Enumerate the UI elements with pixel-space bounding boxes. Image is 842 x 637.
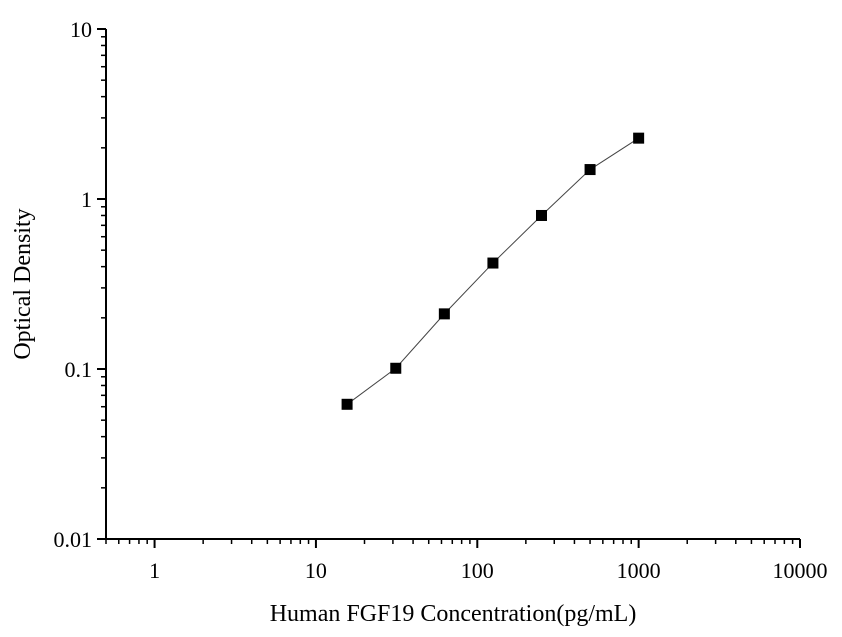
data-point [390,362,402,374]
data-point [584,164,596,176]
axes: 1 10 100 1000 10000 0.01 0.1 1 10 [54,17,828,583]
data-point [438,308,450,320]
data-point [487,257,499,269]
data-point [633,132,645,144]
y-tick-label: 1 [81,187,92,212]
y-tick-label: 10 [70,17,92,42]
y-tick-label: 0.1 [65,357,93,382]
y-axis-title: Optical Density [10,208,36,359]
data-point [535,209,547,221]
x-tick-label: 100 [461,558,494,583]
y-tick-label: 0.01 [54,527,93,552]
x-tick-label: 10 [305,558,327,583]
x-tick-label: 1 [149,558,160,583]
data-marks [341,132,645,410]
x-tick-label: 10000 [773,558,828,583]
data-point [341,398,353,410]
x-axis-title: Human FGF19 Concentration(pg/mL) [270,601,637,627]
x-tick-label: 1000 [617,558,661,583]
